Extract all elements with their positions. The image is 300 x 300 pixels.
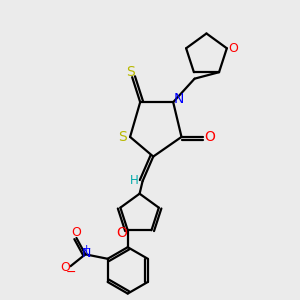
Text: O: O	[228, 42, 238, 55]
Text: O: O	[71, 226, 81, 239]
Text: O: O	[116, 226, 127, 240]
Text: −: −	[65, 266, 76, 279]
Text: O: O	[205, 130, 215, 144]
Text: H: H	[130, 174, 139, 187]
Text: N: N	[173, 92, 184, 106]
Text: +: +	[82, 244, 91, 254]
Text: S: S	[126, 65, 135, 79]
Text: N: N	[82, 247, 91, 260]
Text: S: S	[118, 130, 127, 144]
Text: O: O	[60, 261, 70, 274]
